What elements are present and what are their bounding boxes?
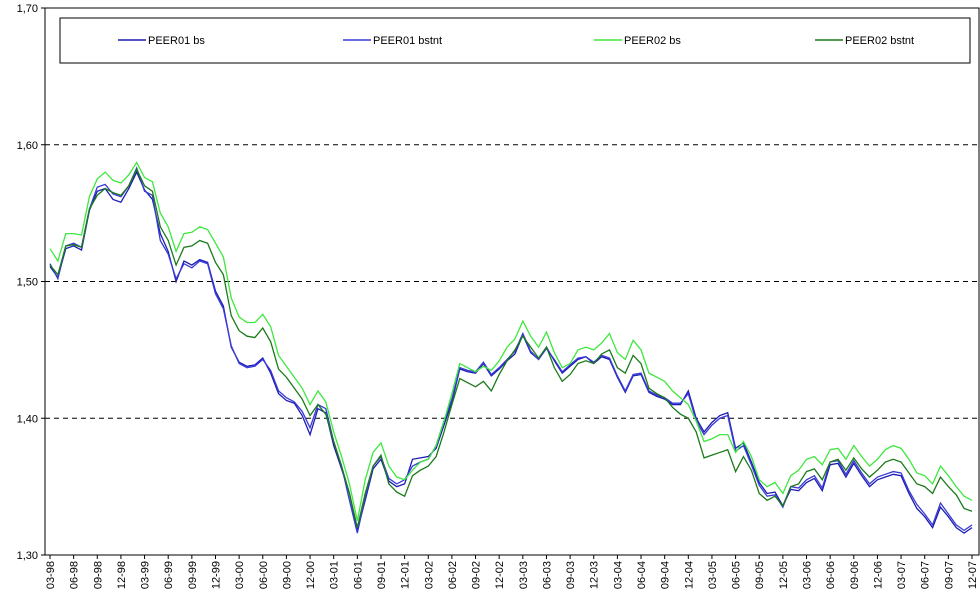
- x-tick-label: 06-02: [447, 561, 459, 589]
- x-tick-label: 06-00: [258, 561, 270, 589]
- legend-label: PEER02 bs: [624, 35, 681, 47]
- x-tick-label: 09-99: [187, 561, 199, 589]
- legend-label: PEER02 bstnt: [845, 35, 914, 47]
- x-tick-label: 03-03: [518, 561, 530, 589]
- series-line: [49, 170, 973, 534]
- x-tick-label: 09-07: [943, 561, 955, 589]
- x-tick-label: 09-06: [849, 561, 861, 589]
- plot-area: [44, 7, 980, 556]
- x-tick-label: 12-05: [778, 561, 790, 589]
- x-tick-label: 12-01: [400, 561, 412, 589]
- x-tick-label: 06-04: [636, 561, 648, 589]
- x-tick-label: 06-99: [163, 561, 175, 589]
- x-tick-label: 03-06: [802, 561, 814, 589]
- y-tick-label: 1,30: [17, 550, 38, 562]
- x-tick-label: 12-07: [967, 561, 979, 589]
- x-tick-label: 12-99: [210, 561, 222, 589]
- x-tick-label: 12-00: [305, 561, 317, 589]
- x-tick-label: 09-00: [281, 561, 293, 589]
- legend-label: PEER01 bstnt: [373, 35, 442, 47]
- x-tick-label: 12-03: [589, 561, 601, 589]
- y-tick-label: 1,60: [17, 140, 38, 152]
- x-tick-label: 03-05: [707, 561, 719, 589]
- y-tick-label: 1,50: [17, 277, 38, 289]
- x-tick-label: 12-98: [116, 561, 128, 589]
- x-tick-label: 03-04: [612, 561, 624, 589]
- x-tick-label: 06-01: [352, 561, 364, 589]
- x-tick-label: 09-01: [376, 561, 388, 589]
- x-tick-label: 03-00: [234, 561, 246, 589]
- y-tick-label: 1,40: [17, 413, 38, 425]
- x-tick-label: 03-07: [896, 561, 908, 589]
- series-line: [49, 166, 973, 534]
- series-line: [49, 167, 973, 528]
- x-tick-label: 03-99: [140, 561, 152, 589]
- x-tick-label: 12-06: [872, 561, 884, 589]
- x-tick-label: 03-02: [423, 561, 435, 589]
- x-tick-label: 09-98: [92, 561, 104, 589]
- y-tick-label: 1,70: [17, 3, 38, 15]
- x-tick-label: 06-06: [825, 561, 837, 589]
- x-tick-label: 06-03: [541, 561, 553, 589]
- x-tick-label: 03-01: [329, 561, 341, 589]
- x-tick-label: 06-98: [69, 561, 81, 589]
- x-tick-label: 03-98: [45, 561, 57, 589]
- x-tick-label: 12-02: [494, 561, 506, 589]
- x-tick-label: 06-07: [920, 561, 932, 589]
- x-tick-label: 09-05: [754, 561, 766, 589]
- x-tick-label: 06-05: [731, 561, 743, 589]
- series-line: [49, 161, 973, 521]
- x-tick-label: 12-04: [683, 561, 695, 589]
- x-tick-label: 09-03: [565, 561, 577, 589]
- x-tick-label: 09-02: [471, 561, 483, 589]
- legend-label: PEER01 bs: [148, 35, 205, 47]
- x-tick-label: 09-04: [660, 561, 672, 589]
